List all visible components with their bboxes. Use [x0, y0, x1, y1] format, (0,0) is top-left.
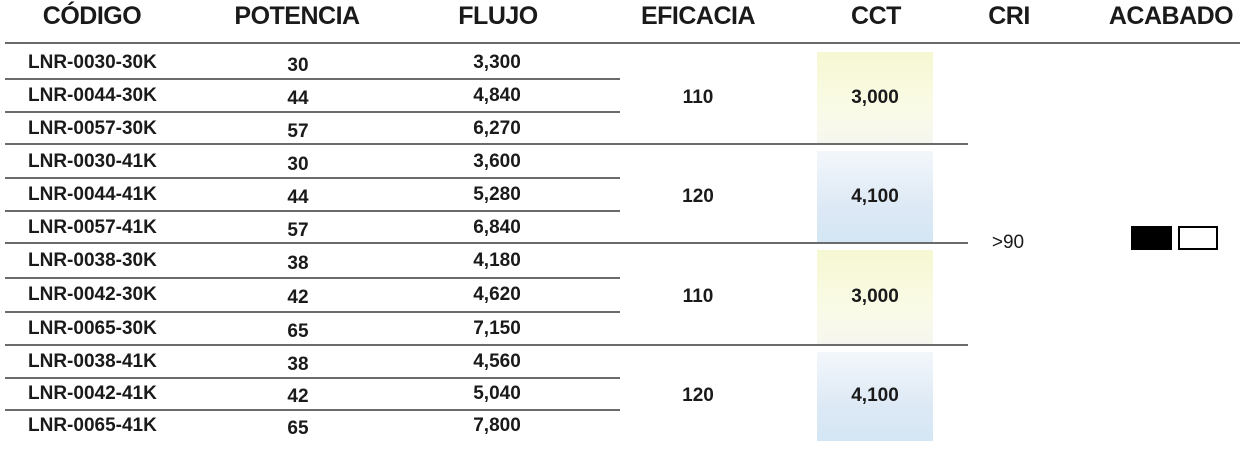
- cell-codigo: LNR-0057-30K: [28, 117, 157, 139]
- cell-flujo: 6,270: [473, 117, 521, 139]
- cell-potencia: 38: [287, 354, 309, 375]
- cell-flujo: 3,300: [473, 51, 521, 73]
- cell-potencia: 44: [287, 87, 309, 109]
- row-divider: [5, 210, 620, 212]
- row-divider: [5, 311, 620, 313]
- row-divider: [5, 177, 620, 179]
- cell-flujo: 7,150: [473, 318, 521, 339]
- cell-cct: 3,000: [851, 86, 899, 108]
- cell-flujo: 5,280: [473, 183, 521, 205]
- row-divider: [5, 377, 620, 379]
- finish-swatch-black: [1131, 226, 1172, 250]
- group-divider: [5, 143, 968, 145]
- cell-cct: 4,100: [851, 385, 899, 406]
- cell-potencia: 30: [287, 54, 309, 76]
- cell-codigo: LNR-0065-30K: [28, 318, 157, 339]
- cell-eficacia: 120: [682, 385, 714, 406]
- cell-flujo: 4,560: [473, 351, 521, 372]
- cell-potencia: 57: [287, 219, 309, 241]
- cell-potencia: 65: [287, 321, 309, 342]
- cell-flujo: 7,800: [473, 415, 521, 436]
- cri-value: >90: [991, 232, 1025, 253]
- header-cct: CCT: [851, 2, 901, 30]
- cell-flujo: 4,840: [473, 84, 521, 106]
- finish-swatch-white: [1178, 226, 1218, 250]
- cell-potencia: 42: [287, 287, 309, 308]
- cell-codigo: LNR-0065-41K: [28, 415, 157, 436]
- cell-potencia: 38: [287, 253, 309, 274]
- cell-codigo: LNR-0030-30K: [28, 51, 157, 73]
- cell-flujo: 5,040: [473, 383, 521, 404]
- group-divider: [5, 344, 968, 346]
- cell-flujo: 4,620: [473, 284, 521, 305]
- row-divider: [5, 277, 620, 279]
- cell-potencia: 57: [287, 120, 309, 142]
- cell-flujo: 3,600: [473, 150, 521, 172]
- cell-cct: 3,000: [851, 286, 899, 307]
- header-flujo: FLUJO: [458, 2, 538, 30]
- cell-codigo: LNR-0044-30K: [28, 84, 157, 106]
- cct-background: [817, 250, 933, 345]
- cell-codigo: LNR-0057-41K: [28, 216, 157, 238]
- cell-potencia: 44: [287, 186, 309, 208]
- cell-codigo: LNR-0038-41K: [28, 351, 157, 372]
- cell-flujo: 6,840: [473, 216, 521, 238]
- cell-flujo: 4,180: [473, 250, 521, 271]
- header-codigo: CÓDIGO: [42, 2, 142, 30]
- cell-eficacia: 120: [682, 185, 714, 207]
- cell-codigo: LNR-0030-41K: [28, 150, 157, 172]
- header-cri: CRI: [988, 2, 1030, 30]
- cell-cct: 4,100: [851, 185, 899, 207]
- group-divider: [5, 242, 968, 244]
- cell-codigo: LNR-0042-30K: [28, 284, 157, 305]
- row-divider: [5, 111, 620, 113]
- row-divider: [5, 409, 620, 411]
- header-divider: [5, 42, 1240, 44]
- cell-potencia: 30: [287, 153, 309, 175]
- cct-background: [817, 151, 933, 243]
- header-eficacia: EFICACIA: [640, 2, 756, 30]
- header-potencia: POTENCIA: [234, 2, 360, 30]
- cell-eficacia: 110: [682, 286, 714, 307]
- cell-codigo: LNR-0042-41K: [28, 383, 157, 404]
- cell-potencia: 42: [287, 386, 309, 407]
- cct-background: [817, 52, 933, 144]
- header-acabado: ACABADO: [1108, 2, 1234, 30]
- row-divider: [5, 78, 620, 80]
- cct-background: [817, 352, 933, 441]
- cell-codigo: LNR-0044-41K: [28, 183, 157, 205]
- cell-codigo: LNR-0038-30K: [28, 250, 157, 271]
- cell-eficacia: 110: [682, 86, 714, 108]
- cell-potencia: 65: [287, 418, 309, 439]
